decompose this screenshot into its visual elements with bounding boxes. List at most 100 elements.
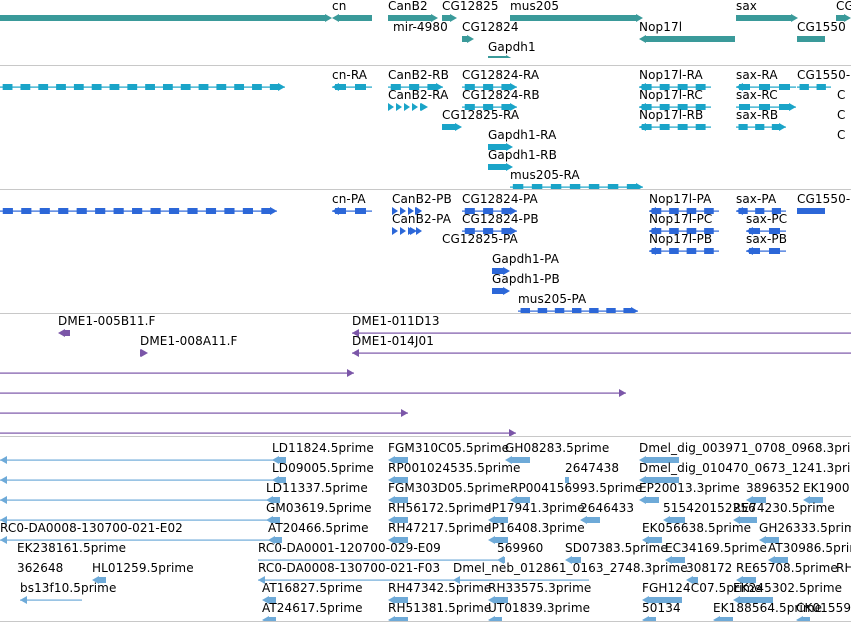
feature-sax-ra[interactable]: sax-RA (736, 68, 796, 92)
feature-sax-pc[interactable]: sax-PC (746, 212, 787, 236)
feature-ek1900[interactable]: EK1900 (803, 481, 849, 505)
feature-ld11337-5prime[interactable]: LD11337.5prime (266, 481, 368, 505)
feature-362648[interactable]: 362648 (17, 561, 63, 585)
transcript-track[interactable]: cn-RA CanB2-RB CG12824-RA Nop17l-RA sax-RA CG… (0, 66, 851, 190)
feature-rc0-da0008-130700-021-f03[interactable]: RC0-DA0008-130700-021-F03 (258, 561, 498, 585)
feature-sax-pa[interactable]: sax-PA (736, 192, 786, 216)
est-track[interactable]: LD11824.5prime FGM310C05.5prime GH08283.5p… (0, 437, 851, 622)
feature-cg12825-pa[interactable]: CG12825-PA (442, 232, 518, 256)
feature-at20466-5prime[interactable]: AT20466.5prime (268, 521, 368, 545)
feature-cg12825-ra[interactable]: CG12825-RA (442, 108, 519, 132)
feature-rh47342-5prime[interactable]: RH47342.5prime (388, 581, 491, 605)
feature-gapdh1[interactable]: Gapdh1 (488, 40, 536, 58)
feature-ld09005-5prime[interactable]: LD09005.5prime (272, 461, 374, 485)
feature-gapdh1-rb[interactable]: Gapdh1-RB (488, 148, 557, 172)
feature-glyph[interactable] (0, 481, 280, 505)
feature-3896352[interactable]: 3896352 (746, 481, 800, 505)
feature-rc0-da0008-130700-021-e02[interactable]: RC0-DA0008-130700-021-E02 (0, 521, 270, 545)
feature-canb2-pa[interactable]: CanB2-PA (392, 212, 451, 236)
feature-rc0-da0001-120700-029-e09[interactable]: RC0-DA0001-120700-029-E09 (258, 541, 498, 565)
feature-rh[interactable]: RH (836, 561, 851, 585)
feature-cg1550[interactable]: CG1550 (797, 20, 846, 44)
feature-nop17l[interactable]: Nop17l (639, 20, 735, 44)
feature-re74230-5prime[interactable]: RE74230.5prime (733, 501, 835, 525)
feature-gm03619-5prime[interactable]: GM03619.5prime (266, 501, 372, 525)
feature-ek188564-5prime[interactable]: EK188564.5prime (713, 601, 822, 622)
feature-ek056638-5prime[interactable]: EK056638.5prime (642, 521, 751, 545)
feature-bs13f10-5prime[interactable]: bs13f10.5prime (20, 581, 116, 605)
feature-sax-rb[interactable]: sax-RB (736, 108, 786, 132)
feature-glyph[interactable] (847, 148, 851, 172)
feature-gapdh1-pb[interactable]: Gapdh1-PB (492, 272, 560, 296)
feature-569960[interactable]: 569960 (497, 541, 543, 565)
feature-glyph[interactable] (0, 501, 280, 525)
feature-glyph[interactable] (0, 441, 286, 465)
feature-nop17l-ra[interactable]: Nop17l-RA (639, 68, 711, 92)
feature-cg12824-pa[interactable]: CG12824-PA (462, 192, 538, 216)
feature-canb2-ra[interactable]: CanB2-RA (388, 88, 448, 112)
feature-dmel-dig-003971-0708-0968-3prime[interactable]: Dmel_dig_003971_0708_0968.3prime (639, 441, 851, 465)
protein-track[interactable]: cn-PA CanB2-PB CG12824-PA Nop17l-PA sax-PA CG… (0, 190, 851, 314)
feature-c[interactable]: C (837, 128, 851, 152)
feature-glyph[interactable] (0, 354, 354, 378)
feature-mir-4980[interactable]: mir-4980 (393, 20, 448, 44)
feature-ek245302-5prime[interactable]: EK245302.5prime (733, 581, 842, 605)
feature-glyph[interactable] (0, 68, 285, 92)
feature-50134[interactable]: 50134 (642, 601, 681, 622)
feature-dme1-005b11-f[interactable]: DME1-005B11.F (58, 314, 155, 338)
feature-ut01839-3prime[interactable]: UT01839.3prime (488, 601, 590, 622)
feature-ec34169-5prime[interactable]: EC34169.5prime (665, 541, 767, 565)
feature-dmel-neb-012861-0163-2748-3prime[interactable]: Dmel_neb_012861_0163_2748.3prime (453, 561, 688, 585)
feature-gapdh1-pa[interactable]: Gapdh1-PA (492, 252, 559, 276)
feature-at30986-5prime[interactable]: AT30986.5prime (768, 541, 851, 565)
feature-nop17l-pc[interactable]: Nop17l-PC (649, 212, 719, 236)
feature-at16827-5prime[interactable]: AT16827.5prime (262, 581, 362, 605)
feature-cg12824-rb[interactable]: CG12824-RB (462, 88, 540, 112)
feature-cg12824[interactable]: CG12824 (462, 20, 518, 44)
feature-ek238161-5prime[interactable]: EK238161.5prime (17, 541, 126, 565)
feature-at24617-5prime[interactable]: AT24617.5prime (262, 601, 362, 622)
feature-sax-rc[interactable]: sax-RC (736, 88, 796, 112)
feature-gapdh1-ra[interactable]: Gapdh1-RA (488, 128, 556, 152)
feature-cg1550[interactable]: CG1550- (797, 68, 850, 92)
feature-308172[interactable]: 308172 (686, 561, 732, 585)
feature-rh47217-5prime[interactable]: RH47217.5prime (388, 521, 491, 545)
feature-glyph[interactable] (0, 192, 277, 216)
feature-cn-pa[interactable]: cn-PA (332, 192, 372, 216)
feature-glyph[interactable] (0, 414, 516, 437)
feature-ld11824-5prime[interactable]: LD11824.5prime (272, 441, 374, 465)
feature-glyph[interactable] (0, 0, 332, 23)
feature-dme1-011d13[interactable]: DME1-011D13 (352, 314, 851, 338)
feature-glyph[interactable] (0, 374, 626, 398)
feature-rh56172-5prime[interactable]: RH56172.5prime (388, 501, 491, 525)
feature-rp001024535-5prime[interactable]: RP001024535.5prime (388, 461, 520, 485)
feature-cg12824-pb[interactable]: CG12824-PB (462, 212, 539, 236)
feature-dme1-008a11-f[interactable]: DME1-008A11.F (140, 334, 237, 358)
feature-ck01559[interactable]: CK01559 (796, 601, 851, 622)
feature-fgh124c07-5prime[interactable]: FGH124C07.5prime (642, 581, 762, 605)
feature-cg1550[interactable]: CG1550- (797, 192, 850, 216)
feature-re65708-5prime[interactable]: RE65708.5prime (736, 561, 838, 585)
feature-mus205[interactable]: mus205 (510, 0, 643, 23)
feature-cg12824-ra[interactable]: CG12824-RA (462, 68, 539, 92)
feature-nop17l-pa[interactable]: Nop17l-PA (649, 192, 719, 216)
feature-glyph[interactable] (0, 461, 286, 485)
feature-glyph[interactable] (0, 394, 408, 418)
feature-hl01259-5prime[interactable]: HL01259.5prime (92, 561, 194, 585)
feature-rh33575-3prime[interactable]: RH33575.3prime (488, 581, 591, 605)
feature-cn[interactable]: cn (332, 0, 372, 23)
feature-sax-pb[interactable]: sax-PB (746, 232, 787, 256)
feature-2646433[interactable]: 2646433 (580, 501, 634, 525)
feature-canb2-pb[interactable]: CanB2-PB (392, 192, 452, 216)
feature-ep20013-3prime[interactable]: EP20013.3prime (639, 481, 740, 505)
feature-c[interactable]: C (837, 88, 851, 112)
feature-canb2[interactable]: CanB2 (388, 0, 438, 23)
feature-nop17l-rb[interactable]: Nop17l-RB (639, 108, 711, 132)
feature-mus205-pa[interactable]: mus205-PA (518, 292, 638, 314)
feature-515420152256[interactable]: 515420152256 (663, 501, 756, 525)
feature-mus205-ra[interactable]: mus205-RA (510, 168, 643, 190)
feature-rh51381-5prime[interactable]: RH51381.5prime (388, 601, 491, 622)
gene-track[interactable]: cn CanB2 CG12825 mus205 sax CG mir-4980 CG12824… (0, 0, 851, 58)
feature-fgm310c05-5prime[interactable]: FGM310C05.5prime (388, 441, 509, 465)
